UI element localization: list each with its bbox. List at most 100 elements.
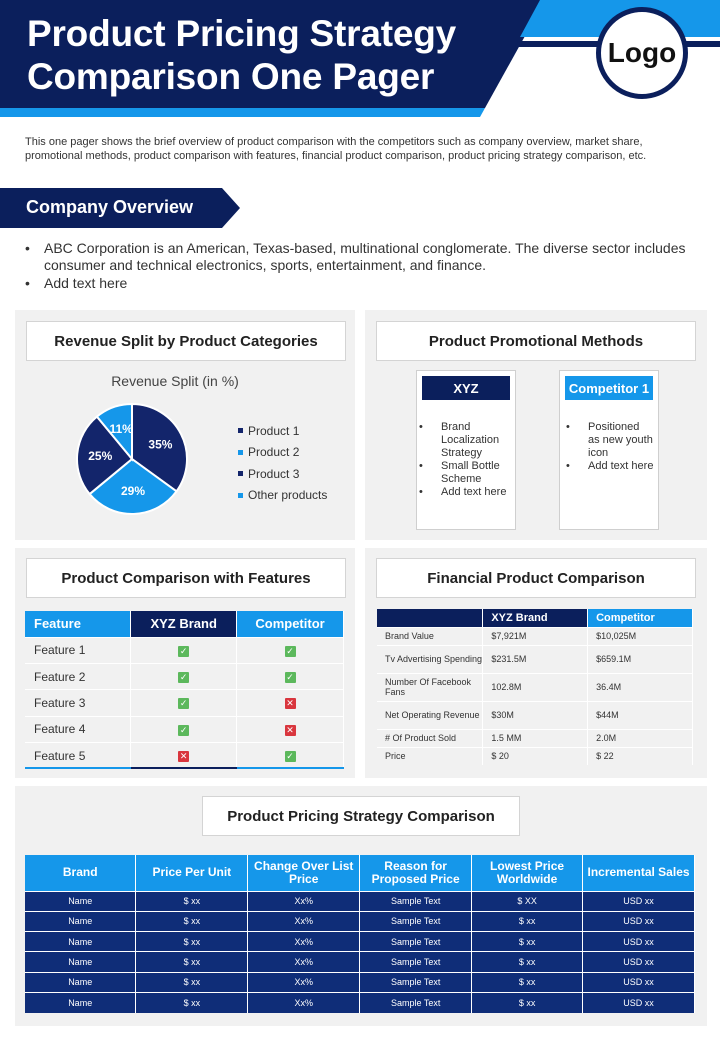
table-cell: Sample Text — [359, 971, 473, 993]
table-cell: $ xx — [135, 931, 249, 952]
pie-data-label: 25% — [88, 449, 112, 463]
col-header: Price Per Unit — [135, 855, 249, 891]
table-cell: Tv Advertising Spending — [377, 644, 484, 673]
pricing-table: Brand Price Per Unit Change Over List Pric… — [25, 855, 695, 1013]
promo-item: • Brand Localization Strategy — [419, 421, 500, 459]
col-header: XYZ Brand — [130, 611, 238, 637]
xyz-cell: ✓ — [130, 689, 238, 717]
check-icon: ✓ — [178, 645, 190, 657]
col-header: Lowest Price Worldwide — [471, 855, 584, 891]
table-cell: $ xx — [135, 951, 249, 973]
table-cell: USD xx — [582, 991, 695, 1013]
cross-icon: ✕ — [284, 724, 296, 736]
title-line-1: Product Pricing Strategy — [27, 13, 457, 54]
table-cell: Sample Text — [359, 890, 473, 912]
pie-data-label: 11% — [110, 422, 134, 436]
competitor-cell: ✕ — [236, 715, 344, 743]
legend-item: Other products — [238, 485, 327, 507]
revenue-heading: Revenue Split by Product Categories — [26, 321, 346, 361]
table-cell: Price — [377, 746, 484, 765]
table-cell: Xx% — [247, 951, 361, 973]
promo-heading: Product Promotional Methods — [376, 321, 696, 361]
table-cell: USD xx — [582, 931, 695, 952]
table-cell: $ xx — [135, 910, 249, 932]
table-cell: $ xx — [135, 890, 249, 912]
col-header — [377, 609, 484, 627]
pie-caption: Revenue Split (in %) — [111, 373, 239, 389]
feature-label: Feature 5 — [25, 742, 132, 769]
table-row: Feature 2 ✓ ✓ — [25, 662, 344, 690]
table-cell: $ XX — [471, 890, 584, 912]
features-heading: Product Comparison with Features — [26, 558, 346, 598]
promo-card-title: XYZ — [422, 376, 510, 400]
table-cell: Xx% — [247, 971, 361, 993]
col-header: Feature — [25, 611, 132, 637]
table-cell: Sample Text — [359, 951, 473, 973]
company-overview-heading: Company Overview — [26, 197, 194, 217]
xyz-cell: ✓ — [130, 715, 238, 743]
check-icon: ✓ — [178, 724, 190, 736]
overview-bullet: ABC Corporation is an American, Texas-ba… — [25, 240, 695, 274]
col-header: Change Over List Price — [247, 855, 361, 891]
xyz-cell: ✓ — [130, 662, 238, 690]
table-cell: $30M — [482, 700, 589, 729]
promo-item: • Add text here — [419, 486, 507, 498]
table-cell: Net Operating Revenue — [377, 700, 484, 729]
legend-item: Product 3 — [238, 463, 327, 485]
features-table: Feature XYZ Brand Competitor Feature 1 ✓ ✓… — [25, 611, 344, 769]
feature-label: Feature 3 — [25, 689, 132, 717]
financial-table: XYZ Brand Competitor Brand Value $7,921M $… — [377, 609, 693, 765]
table-cell: USD xx — [582, 910, 695, 932]
feature-label: Feature 1 — [25, 636, 132, 664]
pie-data-label: 35% — [148, 438, 172, 452]
table-cell: $ xx — [471, 931, 584, 952]
table-cell: $231.5M — [482, 644, 589, 673]
pricing-heading: Product Pricing Strategy Comparison — [202, 796, 520, 836]
table-cell: Name — [25, 971, 137, 993]
table-cell: $ xx — [471, 951, 584, 973]
table-cell: Sample Text — [359, 991, 473, 1013]
table-cell: Name — [25, 890, 137, 912]
table-cell: Name — [25, 910, 137, 932]
table-cell: $ xx — [471, 910, 584, 932]
table-row: Name $ xx Xx% Sample Text $ xx USD xx — [25, 951, 695, 973]
table-cell: $ xx — [135, 991, 249, 1013]
table-row: Name $ xx Xx% Sample Text $ xx USD xx — [25, 971, 695, 993]
legend-item: Product 1 — [238, 420, 327, 442]
pie-slice — [95, 402, 133, 462]
table-row: Name $ xx Xx% Sample Text $ XX USD xx — [25, 890, 695, 912]
pie-slice — [88, 457, 178, 515]
revenue-pie-chart: 35% 29% 25% 11% — [76, 402, 188, 515]
table-cell: Sample Text — [359, 910, 473, 932]
promo-item: • Small Bottle Scheme — [419, 460, 500, 485]
financial-heading: Financial Product Comparison — [376, 558, 696, 598]
col-header: Incremental Sales — [582, 855, 695, 891]
table-cell: USD xx — [582, 890, 695, 912]
col-header: XYZ Brand — [482, 609, 589, 627]
company-overview-list: ABC Corporation is an American, Texas-ba… — [25, 240, 695, 293]
table-cell: Number Of Facebook Fans — [377, 672, 484, 701]
competitor-cell: ✕ — [236, 689, 344, 717]
competitor-cell: ✓ — [236, 662, 344, 690]
table-row: Feature 4 ✓ ✕ — [25, 715, 344, 743]
table-cell: USD xx — [582, 971, 695, 993]
table-row: Feature 1 ✓ ✓ — [25, 636, 344, 664]
table-cell: $ 20 — [482, 746, 589, 765]
xyz-cell: ✕ — [130, 742, 238, 769]
table-cell: Sample Text — [359, 931, 473, 952]
pie-data-label: 29% — [121, 484, 145, 498]
competitor-cell: ✓ — [236, 636, 344, 664]
intro-text: This one pager shows the brief overview … — [25, 136, 647, 162]
table-cell: # Of Product Sold — [377, 728, 484, 747]
xyz-cell: ✓ — [130, 636, 238, 664]
table-cell: $10,025M — [587, 626, 693, 645]
col-header: Competitor — [587, 609, 693, 627]
title-line-2: Comparison One Pager — [27, 56, 435, 97]
table-row: Brand Value $7,921M $10,025M — [377, 626, 693, 645]
legend-label: Product 3 — [248, 466, 300, 481]
table-cell: Name — [25, 931, 137, 952]
table-row: Feature 3 ✓ ✕ — [25, 689, 344, 717]
col-header: Reason for Proposed Price — [359, 855, 473, 891]
table-cell: Name — [25, 991, 137, 1013]
table-row: Name $ xx Xx% Sample Text $ xx USD xx — [25, 910, 695, 932]
